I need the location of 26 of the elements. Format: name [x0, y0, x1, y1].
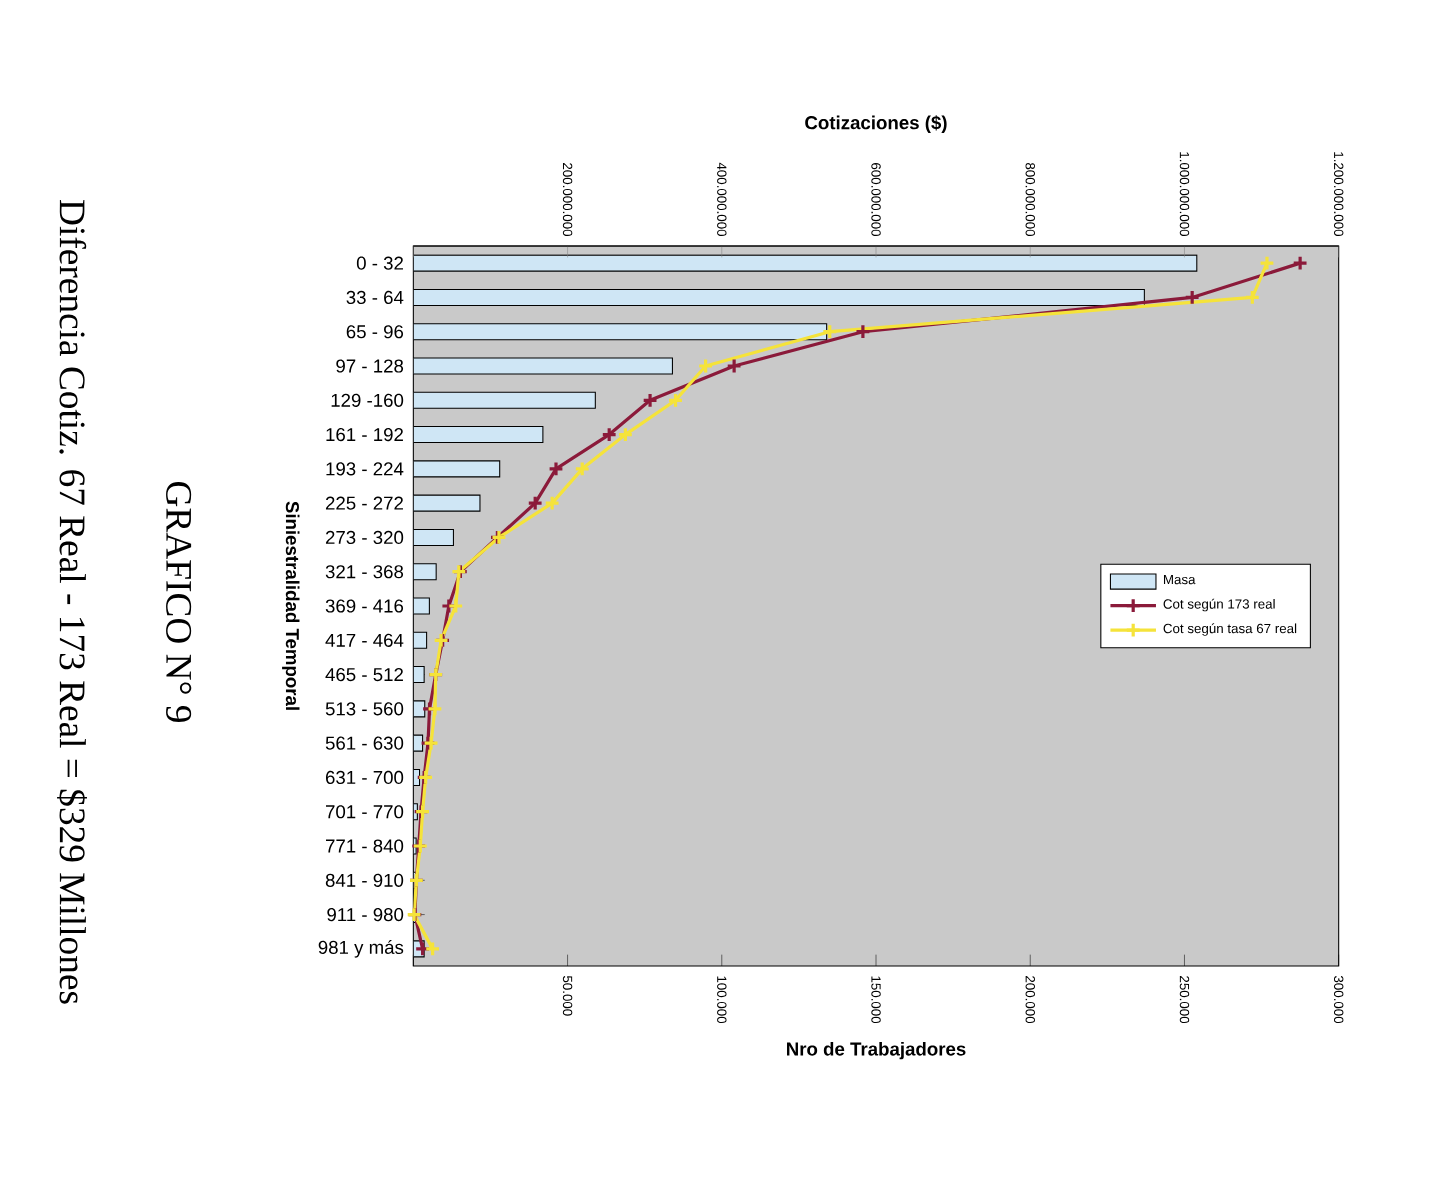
text: Diferencia Cotiz. 67 Real - 173 Real = $329 Millones: [57, 200, 87, 1004]
y-tick-label: 193 - 224: [326, 462, 404, 476]
y-tick-label: 33 - 64: [346, 290, 404, 305]
y-tick-label: 911 - 980: [327, 908, 404, 922]
y-tick-label: 225 - 272: [325, 496, 403, 510]
text: GRAFICO N° 9: [166, 481, 192, 722]
y-tick-label: 97 - 128: [336, 359, 404, 373]
y-tick-label: 981 y más: [318, 940, 404, 958]
x-axis-title: Nro de Trabajadores: [787, 1041, 966, 1060]
y-tick-label: 129 -160: [331, 393, 404, 407]
y-tick-label: 561 - 630: [325, 736, 404, 750]
x2-axis-title: Cotizaciones ($): [805, 115, 947, 134]
y-tick-label: 65 - 96: [346, 325, 404, 339]
y-tick-label: 321 - 368: [325, 565, 404, 579]
y-tick-label: 273 - 320: [325, 530, 404, 545]
y-tick-label: 841 - 910: [325, 873, 404, 887]
y-tick-label: 0 - 32: [356, 256, 403, 270]
y-axis-title: Siniestralidad Temporal: [282, 501, 300, 710]
y-tick-label: 369 - 416: [325, 599, 404, 613]
y-tick-label: 631 - 700: [326, 770, 404, 785]
y-tick-label: 771 - 840: [326, 839, 404, 853]
y-tick-label: 465 - 512: [325, 668, 403, 682]
y-tick-label: 417 - 464: [325, 633, 404, 647]
y-tick-label: 701 - 770: [326, 805, 404, 819]
y-tick-label: 161 - 192: [326, 427, 403, 442]
y-tick-label: 513 - 560: [325, 702, 404, 716]
